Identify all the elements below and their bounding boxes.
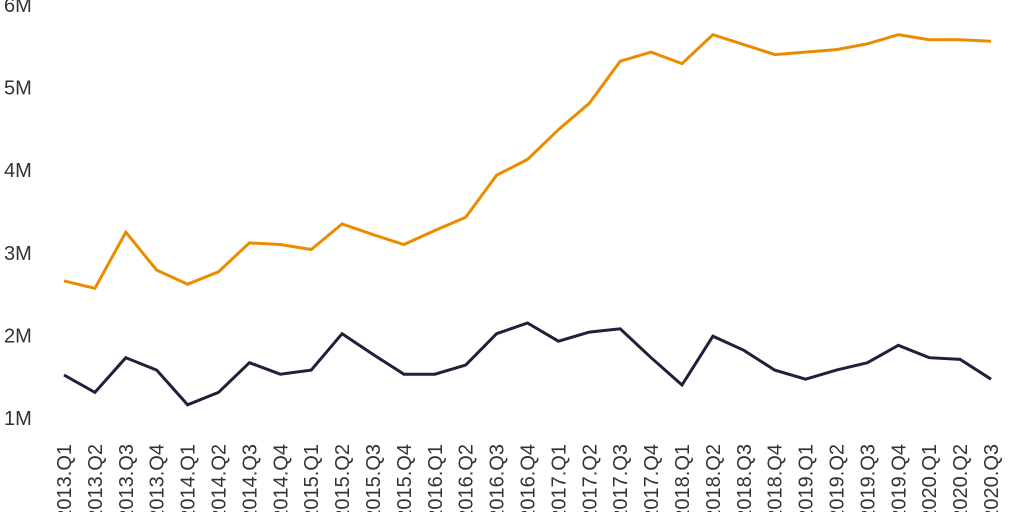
x-tick-label: 2020.Q3: [981, 444, 1003, 512]
x-tick-label: 2017.Q4: [641, 444, 663, 512]
x-tick-label: 2018.Q3: [734, 444, 756, 512]
y-axis: 1M 2M 3M 4M 5M 6M: [4, 0, 32, 430]
x-tick-label: 2017.Q1: [548, 444, 570, 512]
x-tick-label: 2014.Q3: [239, 444, 261, 512]
series-line-2: [63, 321, 992, 407]
x-tick-label: 2017.Q3: [610, 444, 632, 512]
x-tick-label: 2015.Q1: [301, 444, 323, 512]
x-tick-label: 2015.Q4: [394, 444, 416, 512]
x-tick-label: 2016.Q1: [425, 444, 447, 512]
x-tick-label: 2015.Q3: [363, 444, 385, 512]
x-tick-label: 2018.Q4: [765, 444, 787, 512]
y-tick-label: 4M: [4, 160, 32, 182]
y-tick-label: 1M: [4, 408, 32, 430]
x-tick-label: 2018.Q1: [672, 444, 694, 512]
x-tick-label: 2014.Q1: [178, 444, 200, 512]
x-tick-label: 2013.Q4: [147, 444, 169, 512]
y-tick-label: 6M: [4, 0, 32, 17]
x-axis: 2013.Q1 2013.Q2 2013.Q3 2013.Q4 2014.Q1 2014.…: [54, 444, 1003, 512]
x-tick-label: 2016.Q2: [456, 444, 478, 512]
x-tick-label: 2020.Q2: [950, 444, 972, 512]
y-tick-label: 5M: [4, 78, 32, 100]
x-tick-label: 2017.Q2: [579, 444, 601, 512]
x-tick-label: 2014.Q2: [209, 444, 231, 512]
x-tick-label: 2016.Q4: [518, 444, 540, 512]
series-lines: [63, 33, 992, 407]
x-tick-label: 2013.Q2: [85, 444, 107, 512]
x-tick-label: 2019.Q1: [796, 444, 818, 512]
x-tick-label: 2015.Q2: [332, 444, 354, 512]
series-line-1: [63, 33, 992, 291]
x-tick-label: 2013.Q1: [54, 444, 76, 512]
x-tick-label: 2014.Q4: [270, 444, 292, 512]
x-tick-label: 2013.Q3: [116, 444, 138, 512]
y-tick-label: 3M: [4, 243, 32, 265]
x-tick-label: 2019.Q2: [827, 444, 849, 512]
x-tick-label: 2016.Q3: [487, 444, 509, 512]
x-tick-label: 2019.Q3: [857, 444, 879, 512]
x-tick-label: 2018.Q2: [703, 444, 725, 512]
x-tick-label: 2019.Q4: [888, 444, 910, 512]
y-tick-label: 2M: [4, 325, 32, 347]
x-tick-label: 2020.Q1: [919, 444, 941, 512]
